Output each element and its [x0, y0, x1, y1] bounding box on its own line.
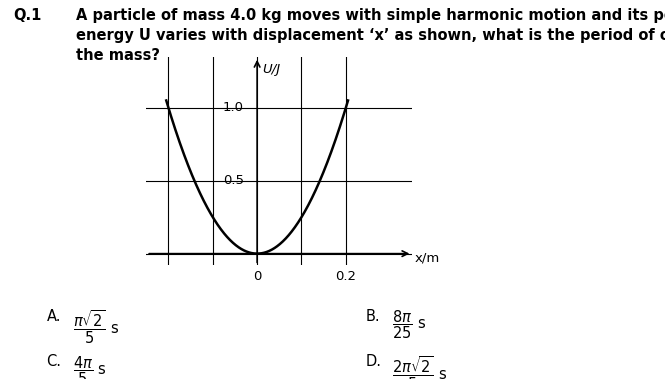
Text: C.: C.: [47, 354, 62, 370]
Text: A particle of mass 4.0 kg moves with simple harmonic motion and its potential
en: A particle of mass 4.0 kg moves with sim…: [76, 8, 665, 63]
Text: x/m: x/m: [414, 252, 440, 265]
Text: 0.5: 0.5: [223, 174, 244, 187]
Text: 1.0: 1.0: [223, 101, 244, 114]
Text: $\dfrac{2\pi\sqrt{2}}{5}$ s: $\dfrac{2\pi\sqrt{2}}{5}$ s: [392, 354, 448, 379]
Text: $\dfrac{\pi\sqrt{2}}{5}$ s: $\dfrac{\pi\sqrt{2}}{5}$ s: [73, 309, 119, 346]
Text: Q.1: Q.1: [13, 8, 42, 23]
Text: 0: 0: [253, 270, 261, 283]
Text: D.: D.: [366, 354, 382, 370]
Text: U/J: U/J: [263, 63, 281, 76]
Text: $\dfrac{8\pi}{25}$ s: $\dfrac{8\pi}{25}$ s: [392, 309, 426, 341]
Text: $\dfrac{4\pi}{5}$ s: $\dfrac{4\pi}{5}$ s: [73, 354, 107, 379]
Text: 0.2: 0.2: [335, 270, 356, 283]
Text: B.: B.: [366, 309, 380, 324]
Text: A.: A.: [47, 309, 61, 324]
